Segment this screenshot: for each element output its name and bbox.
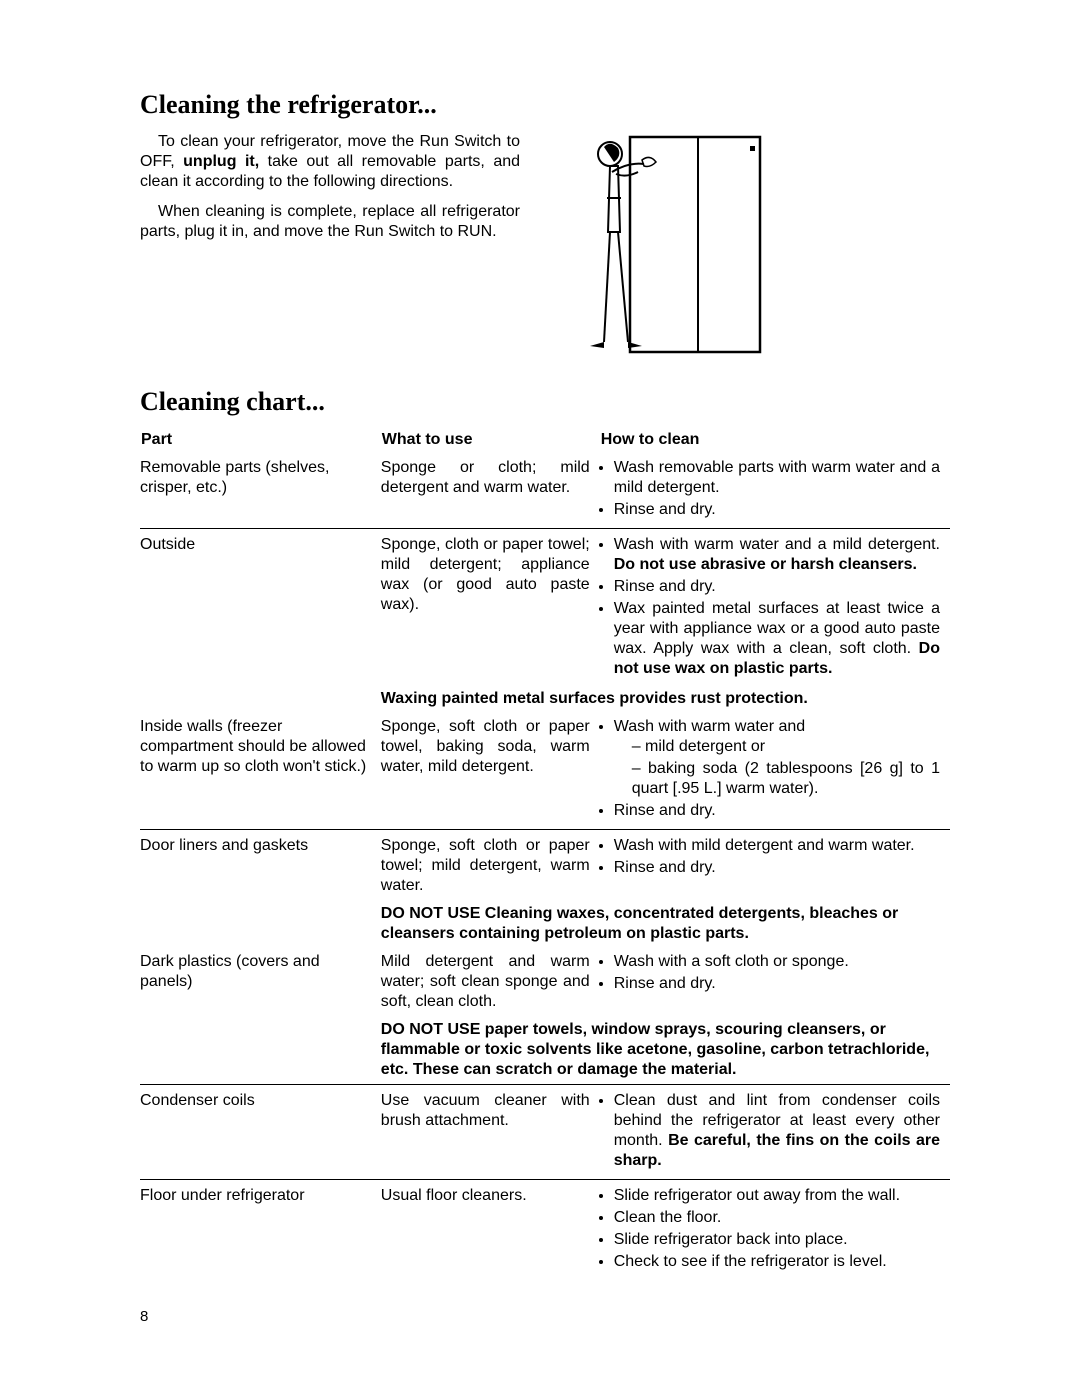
chart-row: Removable parts (shelves, crisper, etc.)… — [140, 454, 950, 529]
chart-part-cell: Inside walls (freezer compartment should… — [140, 713, 381, 830]
chart-use-cell: Mild detergent and warm water; soft clea… — [381, 948, 600, 1018]
chart-part-cell: Outside — [140, 529, 381, 688]
chart-part-cell: Condenser coils — [140, 1085, 381, 1180]
chart-row: Condenser coilsUse vacuum cleaner with b… — [140, 1085, 950, 1180]
chart-header-row: Part What to use How to clean — [140, 429, 950, 454]
section1-title: Cleaning the refrigerator... — [140, 90, 950, 120]
chart-note: Waxing painted metal surfaces provides r… — [381, 687, 950, 713]
chart-use-cell: Use vacuum cleaner with brush attachment… — [381, 1085, 600, 1180]
chart-note-row: DO NOT USE paper towels, window sprays, … — [140, 1018, 950, 1085]
illustration-fridge — [560, 132, 770, 362]
chart-part-cell: Door liners and gaskets — [140, 830, 381, 903]
chart-row: Door liners and gasketsSponge, soft clot… — [140, 830, 950, 903]
chart-how-cell: Wash with mild detergent and warm water.… — [600, 830, 950, 903]
intro-para2: When cleaning is complete, replace all r… — [140, 202, 520, 242]
chart-part-cell: Floor under refrigerator — [140, 1180, 381, 1281]
section2-title: Cleaning chart... — [140, 387, 950, 417]
chart-row: Inside walls (freezer compartment should… — [140, 713, 950, 830]
chart-body: Removable parts (shelves, crisper, etc.)… — [140, 454, 950, 1280]
chart-use-cell: Sponge, cloth or paper towel; mild deter… — [381, 529, 600, 688]
page-number: 8 — [140, 1308, 950, 1325]
intro-text: To clean your refrigerator, move the Run… — [140, 132, 520, 362]
intro-para1: To clean your refrigerator, move the Run… — [140, 132, 520, 192]
chart-note: DO NOT USE Cleaning waxes, concentrated … — [381, 902, 950, 948]
chart-header-how: How to clean — [600, 429, 950, 454]
chart-how-cell: Wash removable parts with warm water and… — [600, 454, 950, 529]
chart-note: DO NOT USE paper towels, window sprays, … — [381, 1018, 950, 1085]
chart-use-cell: Sponge, soft cloth or paper towel, bakin… — [381, 713, 600, 830]
chart-use-cell: Usual floor cleaners. — [381, 1180, 600, 1281]
cleaning-chart: Part What to use How to clean Removable … — [140, 429, 950, 1280]
chart-how-cell: Wash with warm water and a mild detergen… — [600, 529, 950, 688]
chart-how-cell: Clean dust and lint from condenser coils… — [600, 1085, 950, 1180]
chart-header-use: What to use — [381, 429, 600, 454]
chart-row: Floor under refrigeratorUsual floor clea… — [140, 1180, 950, 1281]
chart-note-row: DO NOT USE Cleaning waxes, concentrated … — [140, 902, 950, 948]
chart-use-cell: Sponge or cloth; mild detergent and warm… — [381, 454, 600, 529]
chart-part-cell: Removable parts (shelves, crisper, etc.) — [140, 454, 381, 529]
chart-header-part: Part — [140, 429, 381, 454]
chart-how-cell: Slide refrigerator out away from the wal… — [600, 1180, 950, 1281]
chart-row: Dark plastics (covers and panels)Mild de… — [140, 948, 950, 1018]
chart-use-cell: Sponge, soft cloth or paper towel; mild … — [381, 830, 600, 903]
chart-row: OutsideSponge, cloth or paper towel; mil… — [140, 529, 950, 688]
chart-part-cell: Dark plastics (covers and panels) — [140, 948, 381, 1018]
intro-block: To clean your refrigerator, move the Run… — [140, 132, 950, 362]
chart-how-cell: Wash with a soft cloth or sponge.Rinse a… — [600, 948, 950, 1018]
chart-note-row: Waxing painted metal surfaces provides r… — [140, 687, 950, 713]
chart-how-cell: Wash with warm water andmild detergent o… — [600, 713, 950, 830]
manual-page: Cleaning the refrigerator... To clean yo… — [0, 0, 1080, 1375]
